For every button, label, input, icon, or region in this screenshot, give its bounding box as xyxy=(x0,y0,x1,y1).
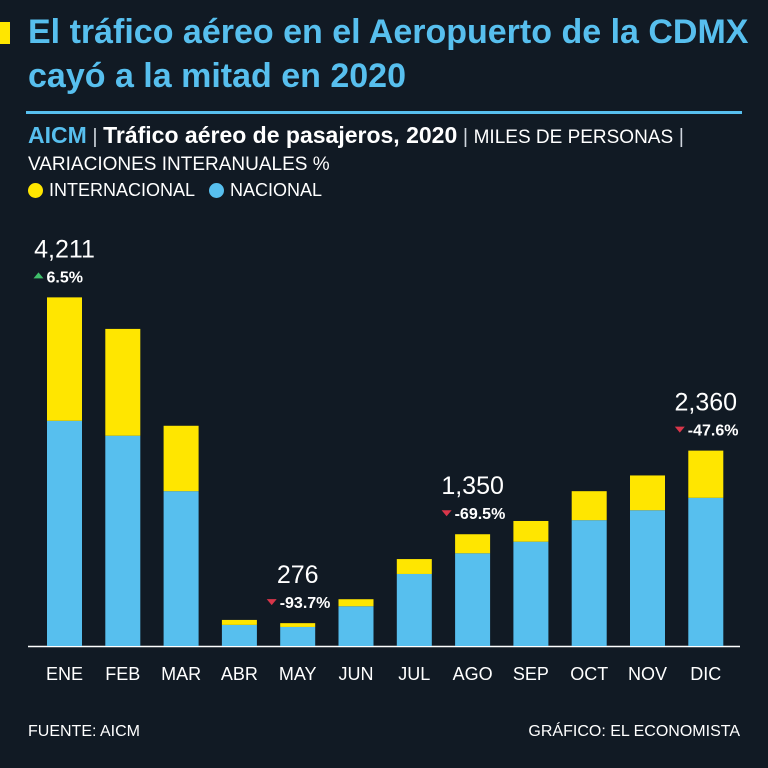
total-label-ene: 4,211 xyxy=(34,235,95,263)
legend-item-national: NACIONAL xyxy=(209,180,322,201)
footer-credit: GRÁFICO: EL ECONOMISTA xyxy=(528,723,740,740)
arrow-up-icon xyxy=(33,272,44,279)
legend-label-international: INTERNACIONAL xyxy=(49,180,196,200)
bar-national-jul xyxy=(396,573,432,646)
bar-national-abr xyxy=(221,624,257,646)
total-label-ago: 1,350 xyxy=(441,472,504,500)
separator: | xyxy=(462,126,469,148)
x-tick-label-ago: AGO xyxy=(453,664,493,684)
x-tick-label-ene: ENE xyxy=(46,664,83,684)
source-tag: AICM xyxy=(28,122,87,148)
bar-national-ene xyxy=(47,420,82,646)
change-label-ago: -69.5% xyxy=(455,506,506,523)
bar-international-ago xyxy=(455,534,491,554)
x-tick-label-oct: OCT xyxy=(570,664,608,684)
bar-chart: ENE FEB MAR ABR MAY JUN JUL AGO SEP OCT NOV DIC 4,21… xyxy=(28,235,740,684)
separator: | xyxy=(92,126,98,148)
bar-national-sep xyxy=(513,541,549,646)
bar-national-nov xyxy=(630,510,665,646)
change-label-may: -93.7% xyxy=(280,595,331,612)
footer-source: FUENTE: AICM xyxy=(28,723,141,740)
x-tick-label-jun: JUN xyxy=(339,664,374,684)
x-tick-label-mar: MAR xyxy=(161,664,201,684)
x-tick-label-dic: DIC xyxy=(690,664,721,684)
total-label-dic: 2,360 xyxy=(675,389,738,417)
bar-national-may xyxy=(280,626,316,646)
bar-international-feb xyxy=(105,328,141,436)
x-tick-label-may: MAY xyxy=(279,664,317,684)
title-rule xyxy=(26,111,742,114)
bar-national-feb xyxy=(105,435,141,646)
bar-national-oct xyxy=(571,520,607,646)
legend-dot-international xyxy=(28,183,43,198)
bar-international-oct xyxy=(571,491,607,521)
arrow-down-icon xyxy=(674,426,685,433)
main-subtitle: Tráfico aéreo de pasajeros, 2020 xyxy=(103,122,458,148)
arrow-down-icon xyxy=(441,510,452,517)
bar-national-dic xyxy=(688,497,724,646)
separator: | xyxy=(678,126,684,148)
bar-international-nov xyxy=(630,475,665,511)
units-label: MILES DE PERSONAS xyxy=(473,127,674,148)
x-tick-label-sep: SEP xyxy=(513,664,549,684)
chart-title: El tráfico aéreo en el Aeropuerto de la … xyxy=(28,13,749,95)
x-tick-label-nov: NOV xyxy=(628,664,667,684)
legend: INTERNACIONAL NACIONAL xyxy=(28,180,322,201)
bar-international-mar xyxy=(163,425,199,492)
variations-label: VARIACIONES INTERANUALES % xyxy=(28,154,330,175)
x-tick-label-abr: ABR xyxy=(221,664,258,684)
legend-item-international: INTERNACIONAL xyxy=(28,180,195,201)
bar-international-ene xyxy=(47,297,82,421)
change-label-ene: 6.5% xyxy=(47,269,83,286)
bar-national-ago xyxy=(455,553,491,646)
legend-dot-national xyxy=(209,183,225,198)
accent-bar xyxy=(0,22,10,44)
bar-international-dic xyxy=(688,450,724,498)
bar-national-jun xyxy=(338,606,374,646)
legend-label-national: NACIONAL xyxy=(230,180,323,200)
chart-subtitle: AICM | Tráfico aéreo de pasajeros, 2020 … xyxy=(28,122,748,178)
x-tick-label-jul: JUL xyxy=(398,664,430,684)
bar-international-jun xyxy=(338,599,374,607)
bar-international-abr xyxy=(221,619,257,625)
total-label-may: 276 xyxy=(277,561,319,589)
bar-national-mar xyxy=(163,491,199,646)
bar-international-may xyxy=(280,623,316,627)
x-tick-label-feb: FEB xyxy=(105,664,140,684)
bar-international-jul xyxy=(396,559,432,574)
arrow-down-icon xyxy=(266,599,277,606)
bar-international-sep xyxy=(513,520,549,542)
change-label-dic: -47.6% xyxy=(688,423,739,440)
